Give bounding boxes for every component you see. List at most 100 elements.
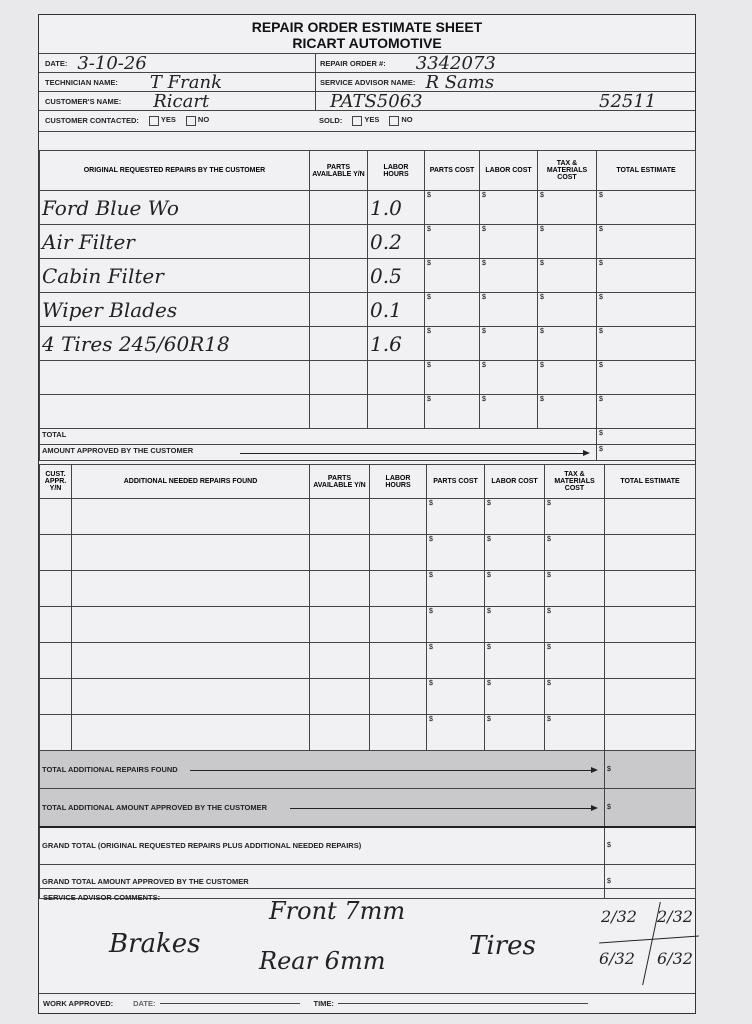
parts-cost-cell[interactable]: $: [424, 292, 480, 327]
repair-description[interactable]: Air Filter: [39, 224, 310, 259]
repair-description[interactable]: [39, 394, 310, 429]
total-estimate-cell[interactable]: [604, 570, 696, 607]
additional-repair-cell[interactable]: [71, 534, 310, 571]
cust-appr-cell[interactable]: [39, 642, 72, 679]
labor-cost-cell[interactable]: $: [479, 326, 538, 361]
labor-hours-cell[interactable]: 1.6: [367, 326, 425, 361]
labor-cost-cell[interactable]: $: [479, 190, 538, 225]
labor-cost-cell[interactable]: $: [484, 570, 545, 607]
parts-available-cell[interactable]: [309, 498, 370, 535]
labor-cost-cell[interactable]: $: [484, 534, 545, 571]
cust-appr-cell[interactable]: [39, 714, 72, 751]
parts-cost-cell[interactable]: $: [424, 224, 480, 259]
comments-section[interactable]: SERVICE ADVISOR COMMENTS: Brakes Front 7…: [39, 888, 699, 994]
labor-hours-cell[interactable]: [369, 570, 427, 607]
parts-available-cell[interactable]: [309, 190, 368, 225]
parts-available-cell[interactable]: [309, 714, 370, 751]
additional-repair-cell[interactable]: [71, 642, 310, 679]
parts-cost-cell[interactable]: $: [426, 498, 485, 535]
tax-cost-cell[interactable]: $: [544, 498, 605, 535]
cust-appr-cell[interactable]: [39, 534, 72, 571]
labor-hours-cell[interactable]: 1.0: [367, 190, 425, 225]
tax-cost-cell[interactable]: $: [537, 360, 597, 395]
parts-available-cell[interactable]: [309, 570, 370, 607]
total-estimate-cell[interactable]: [604, 498, 696, 535]
total-estimate-cell[interactable]: [604, 642, 696, 679]
additional-repair-cell[interactable]: [71, 498, 310, 535]
grand-total-value[interactable]: $: [604, 825, 696, 865]
repair-description[interactable]: Cabin Filter: [39, 258, 310, 293]
total-estimate-cell[interactable]: $: [596, 190, 696, 225]
total-additional-approved-value[interactable]: $: [604, 788, 696, 827]
additional-repair-cell[interactable]: [71, 606, 310, 643]
labor-hours-cell[interactable]: 0.1: [367, 292, 425, 327]
labor-cost-cell[interactable]: $: [484, 606, 545, 643]
tax-cost-cell[interactable]: $: [537, 326, 597, 361]
tax-cost-cell[interactable]: $: [544, 570, 605, 607]
labor-hours-cell[interactable]: [369, 642, 427, 679]
labor-cost-cell[interactable]: $: [479, 360, 538, 395]
technician-value[interactable]: T Frank: [149, 72, 222, 93]
parts-cost-cell[interactable]: $: [424, 360, 480, 395]
labor-hours-cell[interactable]: [369, 534, 427, 571]
repair-description[interactable]: Wiper Blades: [39, 292, 310, 327]
labor-cost-cell[interactable]: $: [484, 498, 545, 535]
parts-available-cell[interactable]: [309, 360, 368, 395]
parts-available-cell[interactable]: [309, 292, 368, 327]
labor-cost-cell[interactable]: $: [479, 292, 538, 327]
parts-available-cell[interactable]: [309, 606, 370, 643]
parts-cost-cell[interactable]: $: [424, 326, 480, 361]
tax-cost-cell[interactable]: $: [544, 606, 605, 643]
total-estimate-cell[interactable]: $: [596, 258, 696, 293]
tax-cost-cell[interactable]: $: [537, 190, 597, 225]
parts-cost-cell[interactable]: $: [424, 394, 480, 429]
cust-appr-cell[interactable]: [39, 678, 72, 715]
date-value[interactable]: 3-10-26: [77, 53, 147, 74]
labor-hours-cell[interactable]: [369, 678, 427, 715]
parts-cost-cell[interactable]: $: [426, 534, 485, 571]
sold-no-checkbox[interactable]: [389, 115, 400, 126]
advisor-value[interactable]: R Sams: [425, 72, 495, 93]
parts-available-cell[interactable]: [309, 678, 370, 715]
grand-total-approved-value[interactable]: $: [604, 864, 696, 899]
labor-hours-cell[interactable]: [367, 394, 425, 429]
total-estimate-cell[interactable]: [604, 678, 696, 715]
total-additional-value[interactable]: $: [604, 750, 696, 789]
total-value[interactable]: $: [596, 428, 696, 445]
labor-hours-cell[interactable]: 0.5: [367, 258, 425, 293]
labor-cost-cell[interactable]: $: [479, 224, 538, 259]
total-estimate-cell[interactable]: [604, 534, 696, 571]
parts-available-cell[interactable]: [309, 534, 370, 571]
parts-cost-cell[interactable]: $: [426, 642, 485, 679]
labor-hours-cell[interactable]: [369, 714, 427, 751]
repair-order-value[interactable]: 3342073: [415, 53, 496, 74]
parts-available-cell[interactable]: [309, 394, 368, 429]
tax-cost-cell[interactable]: $: [544, 642, 605, 679]
parts-available-cell[interactable]: [309, 224, 368, 259]
cust-appr-cell[interactable]: [39, 570, 72, 607]
total-estimate-cell[interactable]: $: [596, 326, 696, 361]
labor-cost-cell[interactable]: $: [479, 394, 538, 429]
parts-cost-cell[interactable]: $: [426, 606, 485, 643]
customer-value[interactable]: Ricart: [153, 91, 210, 112]
additional-repair-cell[interactable]: [71, 570, 310, 607]
parts-available-cell[interactable]: [309, 642, 370, 679]
labor-cost-cell[interactable]: $: [479, 258, 538, 293]
cust-appr-cell[interactable]: [39, 498, 72, 535]
tax-cost-cell[interactable]: $: [544, 678, 605, 715]
time-field[interactable]: [337, 1002, 588, 1004]
date-footer-field[interactable]: [159, 1002, 300, 1004]
contacted-no-checkbox[interactable]: [185, 115, 196, 126]
parts-cost-cell[interactable]: $: [426, 714, 485, 751]
cust-appr-cell[interactable]: [39, 606, 72, 643]
approved-value[interactable]: $: [596, 444, 696, 461]
repair-description[interactable]: [39, 360, 310, 395]
tax-cost-cell[interactable]: $: [537, 258, 597, 293]
total-estimate-cell[interactable]: [604, 606, 696, 643]
repair-description[interactable]: 4 Tires 245/60R18: [39, 326, 310, 361]
labor-cost-cell[interactable]: $: [484, 714, 545, 751]
parts-cost-cell[interactable]: $: [426, 570, 485, 607]
total-estimate-cell[interactable]: $: [596, 394, 696, 429]
tax-cost-cell[interactable]: $: [537, 292, 597, 327]
total-estimate-cell[interactable]: $: [596, 360, 696, 395]
